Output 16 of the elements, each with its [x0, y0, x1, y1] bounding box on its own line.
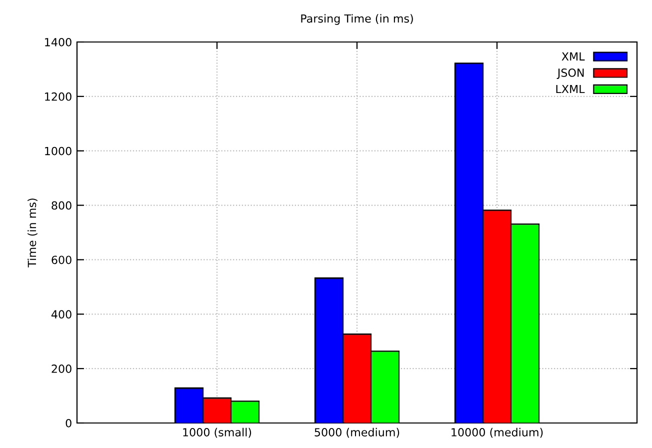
legend-label: JSON	[556, 68, 584, 79]
legend-label: LXML	[556, 84, 585, 94]
chart-title: Parsing Time (in ms)	[301, 14, 413, 25]
x-tick-label: 10000 (medium)	[452, 428, 543, 438]
y-tick-label: 800	[52, 201, 72, 210]
y-tick-label: 200	[52, 364, 72, 373]
x-tick-label: 5000 (medium)	[314, 428, 400, 438]
y-axis-title: Time (in ms)	[28, 198, 38, 268]
y-tick-label: 400	[51, 310, 72, 319]
y-tick-label: 0	[66, 418, 72, 428]
x-tick-label: 1000 (small)	[183, 428, 252, 438]
y-tick-label: 1200	[45, 92, 72, 101]
y-tick-label: 600	[52, 256, 72, 264]
legend-label: XML	[562, 52, 585, 60]
y-tick-label: 1000	[45, 146, 72, 156]
y-tick-label: 1400	[45, 38, 72, 46]
